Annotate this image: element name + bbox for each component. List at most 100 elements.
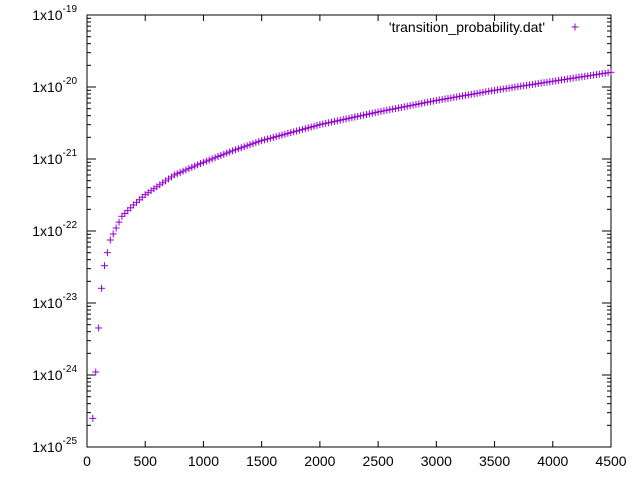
y-tick-label-base: 1x10 bbox=[32, 295, 63, 311]
data-point bbox=[470, 90, 478, 98]
data-points bbox=[89, 68, 615, 422]
y-tick-label-exponent: -25 bbox=[63, 436, 78, 447]
x-tick-label: 4000 bbox=[537, 453, 568, 469]
data-point bbox=[231, 146, 239, 154]
data-point bbox=[473, 89, 481, 97]
data-point bbox=[447, 94, 455, 102]
x-tick-label: 3000 bbox=[421, 453, 452, 469]
data-point bbox=[345, 114, 353, 122]
legend-marker bbox=[571, 23, 579, 31]
data-point bbox=[310, 122, 318, 130]
data-point bbox=[333, 117, 341, 125]
data-point bbox=[409, 101, 417, 109]
data-point bbox=[197, 160, 205, 168]
data-point bbox=[191, 162, 199, 170]
data-point bbox=[188, 163, 196, 171]
data-point bbox=[118, 212, 126, 220]
data-point bbox=[374, 108, 382, 116]
data-point bbox=[377, 107, 385, 115]
data-point bbox=[427, 98, 435, 106]
y-tick-label-exponent: -23 bbox=[63, 292, 78, 303]
data-point bbox=[109, 230, 117, 238]
data-point bbox=[441, 95, 449, 103]
y-tick-label: 1x10-24 bbox=[32, 364, 77, 383]
data-point bbox=[415, 100, 423, 108]
data-point bbox=[182, 166, 190, 174]
data-point bbox=[453, 93, 461, 101]
x-tick-label: 1000 bbox=[188, 453, 219, 469]
data-point bbox=[322, 119, 330, 127]
data-point bbox=[438, 95, 446, 103]
data-point bbox=[95, 324, 103, 332]
data-point bbox=[307, 123, 315, 131]
data-point bbox=[488, 87, 496, 95]
data-point bbox=[252, 139, 260, 147]
data-point bbox=[464, 91, 472, 99]
data-point bbox=[400, 103, 408, 111]
y-tick-label-exponent: -22 bbox=[63, 220, 78, 231]
data-point bbox=[319, 120, 327, 128]
data-point bbox=[482, 88, 490, 96]
data-point bbox=[421, 99, 429, 107]
data-point bbox=[412, 100, 420, 108]
y-tick-label-base: 1x10 bbox=[32, 223, 63, 239]
data-point bbox=[330, 117, 338, 125]
data-point bbox=[418, 99, 426, 107]
legend-label: 'transition_probability.dat' bbox=[389, 19, 545, 35]
data-point bbox=[607, 68, 615, 76]
y-tick-label-base: 1x10 bbox=[32, 79, 63, 95]
x-tick-label: 1500 bbox=[246, 453, 277, 469]
data-point bbox=[397, 103, 405, 111]
data-point bbox=[121, 209, 129, 217]
data-point bbox=[214, 153, 222, 161]
data-point bbox=[173, 170, 181, 178]
data-point bbox=[389, 105, 397, 113]
data-point bbox=[220, 150, 228, 158]
data-point bbox=[298, 125, 306, 133]
y-tick-label-exponent: -19 bbox=[63, 4, 78, 15]
data-point bbox=[103, 249, 111, 257]
data-point bbox=[269, 133, 277, 141]
data-point bbox=[293, 127, 301, 135]
data-point bbox=[339, 116, 347, 124]
data-point bbox=[272, 133, 280, 141]
data-point bbox=[316, 121, 324, 129]
data-point bbox=[258, 137, 266, 145]
y-tick-label-exponent: -21 bbox=[63, 148, 78, 159]
data-point bbox=[467, 90, 475, 98]
data-point bbox=[296, 126, 304, 134]
data-point bbox=[360, 111, 368, 119]
data-point bbox=[424, 98, 432, 106]
data-point bbox=[383, 106, 391, 114]
data-point bbox=[115, 218, 123, 226]
data-point bbox=[234, 145, 242, 153]
data-point bbox=[354, 112, 362, 120]
data-point bbox=[336, 116, 344, 124]
data-point bbox=[226, 148, 234, 156]
y-axis-ticks: 1x10-251x10-241x10-231x10-221x10-211x10-… bbox=[32, 4, 611, 455]
data-point bbox=[459, 92, 467, 100]
data-point bbox=[304, 124, 312, 132]
data-point bbox=[301, 125, 309, 133]
y-tick-label-exponent: -24 bbox=[63, 364, 78, 375]
data-point bbox=[313, 121, 321, 129]
data-point bbox=[89, 414, 97, 422]
data-point bbox=[202, 157, 210, 165]
data-point bbox=[98, 284, 106, 292]
data-point bbox=[185, 165, 193, 173]
y-tick-label-base: 1x10 bbox=[32, 151, 63, 167]
data-point bbox=[127, 204, 135, 212]
data-point bbox=[357, 112, 365, 120]
data-point bbox=[170, 171, 178, 179]
data-point bbox=[342, 115, 350, 123]
y-tick-label: 1x10-20 bbox=[32, 76, 77, 95]
data-point bbox=[287, 129, 295, 137]
data-point bbox=[208, 155, 216, 163]
data-point bbox=[371, 109, 379, 117]
data-point bbox=[348, 114, 356, 122]
data-point bbox=[176, 168, 184, 176]
data-point bbox=[392, 105, 400, 113]
data-point bbox=[199, 158, 207, 166]
